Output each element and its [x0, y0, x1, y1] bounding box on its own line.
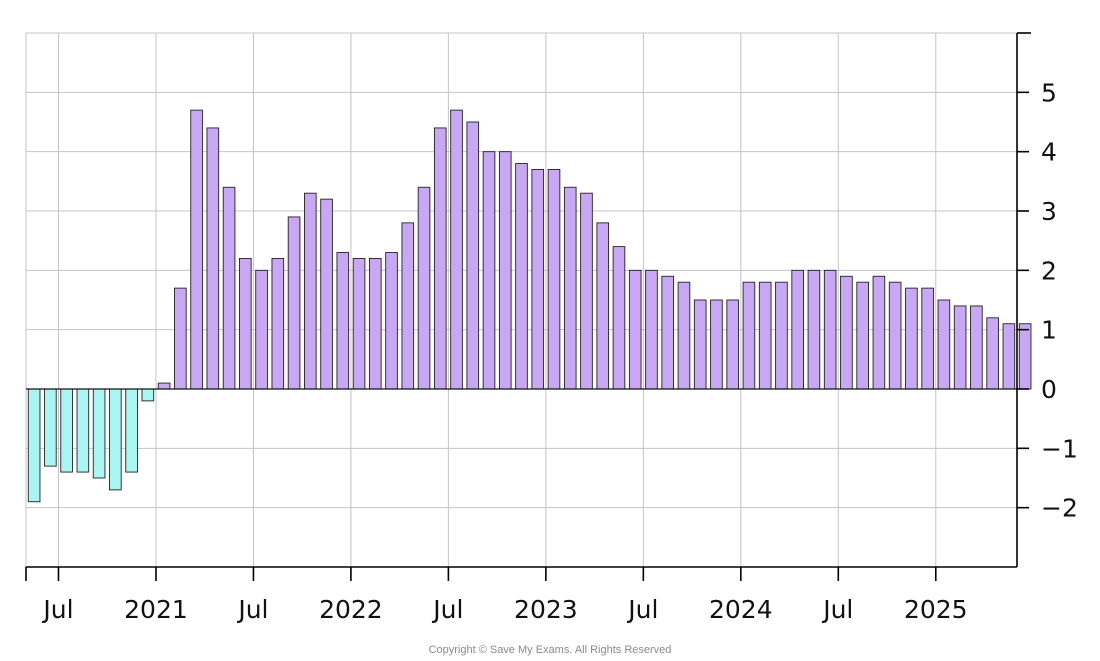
bar-2021-09	[271, 258, 285, 390]
bar-2025-06	[1002, 323, 1016, 390]
x-tick-label: Jul	[626, 595, 658, 624]
bar-2024-04	[775, 281, 788, 390]
bar-2024-10	[872, 275, 886, 390]
y-tick-label: 4	[1041, 138, 1057, 167]
bar-2022-08	[450, 109, 463, 390]
y-tick-label: −1	[1041, 434, 1078, 463]
bar-2020-08	[60, 388, 73, 473]
bar-2025-03	[953, 305, 967, 390]
y-tick-label: 2	[1041, 256, 1057, 285]
bar-2021-06	[222, 186, 236, 390]
bar-2023-05	[596, 222, 610, 390]
bar-2022-09	[466, 121, 480, 390]
x-tick-label: Jul	[41, 595, 73, 624]
bar-2023-11	[693, 299, 707, 390]
x-tick-label: Jul	[236, 595, 268, 624]
bar-2023-06	[612, 246, 626, 390]
bar-2023-09	[661, 275, 675, 390]
y-tick-label: 3	[1041, 197, 1057, 226]
bar-2022-01	[336, 252, 350, 390]
bar-2023-12	[710, 299, 723, 390]
bar-2021-03	[174, 287, 187, 390]
bar-2020-06	[27, 388, 41, 503]
bar-2023-02	[547, 169, 561, 390]
bar-2021-07	[239, 258, 252, 390]
bar-2021-08	[255, 269, 268, 390]
axes	[25, 32, 1031, 581]
bar-2025-04	[970, 305, 983, 390]
bar-2024-11	[888, 281, 902, 390]
x-tick-label: 2022	[319, 595, 383, 624]
bar-2022-07	[433, 127, 447, 390]
bar-2022-11	[498, 151, 512, 390]
x-tick-label: Jul	[431, 595, 463, 624]
y-tick-label: −2	[1041, 494, 1078, 523]
y-tick-label: 0	[1041, 375, 1057, 404]
bar-2023-01	[531, 169, 545, 390]
x-tick-label: 2023	[514, 595, 578, 624]
bar-2025-05	[986, 317, 999, 390]
bar-2021-01	[141, 388, 155, 402]
bar-2024-12	[905, 287, 918, 390]
bar-2020-10	[92, 388, 106, 479]
bar-2022-05	[401, 222, 415, 390]
bar-2024-05	[791, 269, 804, 390]
bar-2023-04	[580, 192, 593, 390]
bar-2022-10	[482, 151, 496, 390]
bar-2024-02	[742, 281, 756, 390]
bar-2022-04	[385, 252, 398, 390]
bar-2022-06	[417, 186, 431, 390]
bars	[27, 109, 1032, 503]
x-tick-label: 2021	[124, 595, 188, 624]
bar-2021-05	[206, 127, 220, 390]
bar-2020-09	[76, 388, 90, 473]
bar-2024-06	[807, 269, 821, 390]
bar-2025-02	[937, 299, 951, 390]
bar-2024-01	[726, 299, 739, 390]
y-axis-tick-labels: −2 −1 0 1 2 3 4 5	[1017, 78, 1078, 523]
bar-2021-11	[304, 192, 317, 390]
bar-2024-08	[840, 275, 853, 390]
bar-2025-07	[1018, 323, 1032, 390]
x-tick-label: 2025	[904, 595, 968, 624]
bar-2023-07	[628, 269, 642, 390]
bar-2021-10	[287, 216, 301, 390]
bar-2020-07	[44, 388, 57, 467]
y-tick-label: 5	[1041, 78, 1057, 107]
bar-2023-10	[677, 281, 691, 390]
bar-2022-02	[352, 258, 366, 390]
bar-2021-12	[320, 198, 333, 390]
bar-2024-03	[758, 281, 772, 390]
bar-2025-01	[921, 287, 934, 390]
bar-2020-12	[125, 388, 138, 473]
bar-2023-03	[563, 186, 577, 390]
x-tick-label: 2024	[709, 595, 773, 624]
bar-2024-09	[856, 281, 869, 390]
bar-2022-03	[368, 258, 382, 390]
y-tick-label: 1	[1041, 316, 1057, 345]
bar-2022-12	[515, 163, 528, 390]
bar-2020-11	[109, 388, 122, 491]
x-tick-label: Jul	[821, 595, 853, 624]
bar-2021-02	[157, 382, 171, 390]
bar-2023-08	[645, 269, 658, 390]
bar-2024-07	[823, 269, 837, 390]
x-axis-tick-labels: Jul 2021 Jul 2022 Jul 2023 Jul 2024 Jul 2025	[41, 567, 968, 624]
bar-2021-04	[190, 109, 203, 390]
copyright-notice: Copyright © Save My Exams. All Rights Re…	[428, 644, 672, 656]
